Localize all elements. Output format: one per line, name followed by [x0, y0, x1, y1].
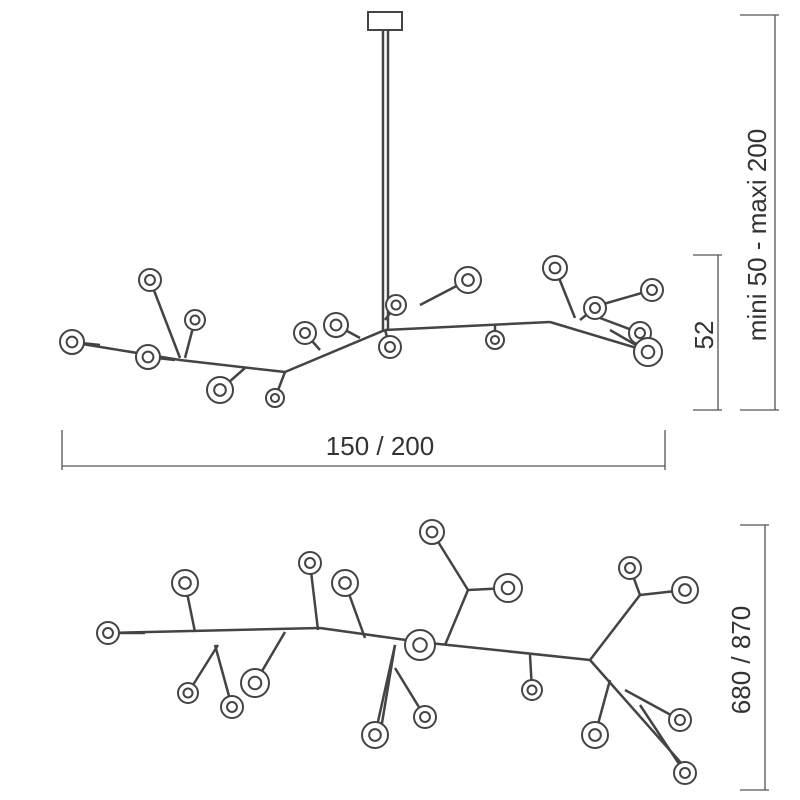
top-view	[96, 519, 699, 785]
branch	[384, 320, 551, 332]
front-view	[59, 255, 664, 408]
globe-socket	[189, 314, 201, 326]
branch	[179, 358, 286, 374]
globe-socket	[526, 684, 538, 696]
globe-socket	[213, 383, 227, 397]
globe-socket	[226, 701, 238, 713]
globe-socket	[299, 327, 311, 339]
globe-socket	[461, 273, 475, 287]
globe-socket	[144, 274, 156, 286]
globe-socket	[489, 334, 501, 346]
globe-socket	[304, 557, 316, 569]
globe-socket	[178, 576, 192, 590]
globe-socket	[102, 627, 114, 639]
globe-socket	[338, 576, 352, 590]
globe-socket	[646, 284, 658, 296]
globe-socket	[368, 728, 382, 742]
height-label: 52	[689, 321, 719, 350]
width-label: 150 / 200	[326, 431, 434, 461]
globe-socket	[412, 637, 428, 653]
globe-socket	[65, 335, 79, 349]
globe-socket	[390, 299, 402, 311]
depth-label: 680 / 870	[726, 606, 756, 714]
stem	[373, 644, 397, 736]
globe-socket	[269, 392, 281, 404]
globe-socket	[624, 562, 636, 574]
suspension-label: mini 50 - maxi 200	[742, 129, 772, 341]
branch	[443, 589, 470, 646]
globe-socket	[247, 675, 263, 691]
globe-socket	[141, 350, 155, 364]
branch	[284, 328, 386, 374]
globe-socket	[674, 714, 686, 726]
globe-socket	[589, 302, 601, 314]
globe-socket	[548, 261, 562, 275]
globe-socket	[419, 711, 431, 723]
globe-socket	[678, 583, 692, 597]
globe-socket	[425, 525, 439, 539]
branch	[419, 640, 591, 662]
globe-socket	[384, 341, 396, 353]
stem	[148, 279, 182, 359]
globe-socket	[640, 344, 656, 360]
branch	[549, 320, 651, 354]
globe-socket	[500, 580, 516, 596]
globe-socket	[182, 687, 194, 699]
branch	[319, 626, 421, 644]
branch	[589, 594, 641, 661]
globe-socket	[679, 767, 691, 779]
globe-socket	[634, 327, 646, 339]
globe-socket	[329, 318, 343, 332]
globe-socket	[588, 728, 602, 742]
canopy	[367, 11, 403, 31]
stem	[638, 704, 687, 774]
